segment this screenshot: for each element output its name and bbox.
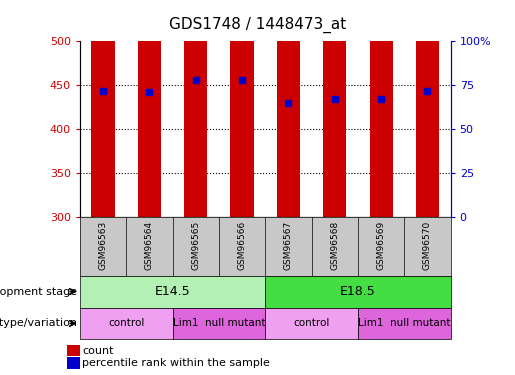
Text: GSM96568: GSM96568: [330, 220, 339, 270]
Bar: [138, 0, 161, 217]
Text: GSM96565: GSM96565: [191, 220, 200, 270]
Text: GSM96566: GSM96566: [237, 220, 247, 270]
Text: control: control: [108, 318, 144, 328]
Text: GSM96569: GSM96569: [376, 220, 386, 270]
Bar: [80, 276, 265, 308]
Text: Lim1  null mutant: Lim1 null mutant: [358, 318, 451, 328]
Text: E14.5: E14.5: [154, 285, 191, 298]
Text: count: count: [82, 346, 114, 355]
Text: GSM96564: GSM96564: [145, 220, 154, 270]
Text: genotype/variation: genotype/variation: [0, 318, 77, 328]
Bar: [416, 0, 439, 217]
Text: percentile rank within the sample: percentile rank within the sample: [82, 358, 270, 368]
Bar: [358, 308, 451, 339]
Bar: [265, 276, 451, 308]
Text: GDS1748 / 1448473_at: GDS1748 / 1448473_at: [169, 17, 346, 33]
Bar: [231, 0, 253, 217]
Text: control: control: [294, 318, 330, 328]
Text: GSM96570: GSM96570: [423, 220, 432, 270]
Bar: [92, 0, 114, 217]
Text: development stage: development stage: [0, 286, 77, 297]
Text: GSM96567: GSM96567: [284, 220, 293, 270]
Text: GSM96563: GSM96563: [98, 220, 108, 270]
Bar: [265, 308, 358, 339]
Bar: [184, 0, 207, 217]
Text: Lim1  null mutant: Lim1 null mutant: [173, 318, 265, 328]
Bar: [80, 308, 173, 339]
Bar: [369, 0, 392, 217]
Bar: [323, 0, 346, 217]
Bar: [277, 0, 300, 217]
Bar: [173, 308, 265, 339]
Text: E18.5: E18.5: [340, 285, 376, 298]
